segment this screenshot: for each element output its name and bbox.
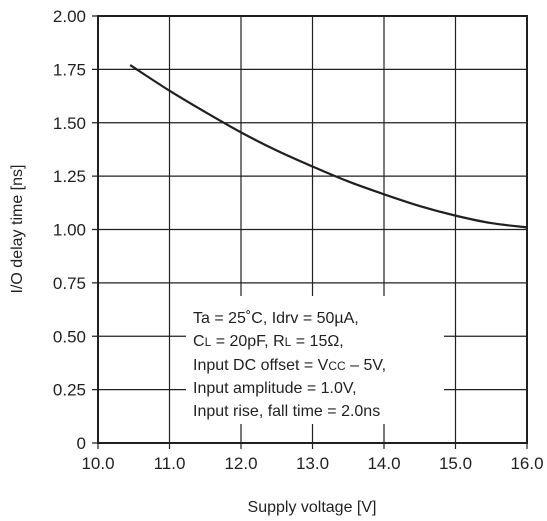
grid-lines [92, 15, 528, 449]
x-tick-label: 11.0 [154, 454, 186, 473]
y-tick-label: 1.00 [53, 221, 86, 240]
x-tick-label: 10.0 [81, 454, 114, 473]
cond-line-5: Input rise, fall time = 2.0ns [193, 403, 380, 420]
x-axis-label: Supply voltage [V] [248, 499, 377, 516]
x-tick-label: 15.0 [439, 454, 472, 473]
y-tick-label: 2.00 [53, 7, 86, 26]
plot-frame [97, 15, 528, 444]
y-axis-label: I/O delay time [ns] [9, 165, 26, 294]
cond-line-1: Ta = 25˚C, Idrv = 50µA, [193, 310, 359, 327]
conditions-text: Ta = 25˚C, Idrv = 50µA, CL = 20pF, RL = … [193, 310, 386, 420]
y-tick-labels: 0 0.25 0.50 0.75 1.00 1.25 1.50 1.75 2.00 [53, 7, 86, 453]
delay-curve [129, 64, 528, 229]
y-tick-label: 0 [77, 434, 86, 453]
y-tick-label: 1.25 [53, 167, 86, 186]
y-tick-label: 1.75 [53, 60, 86, 79]
cond-line-4: Input amplitude = 1.0V, [193, 380, 357, 397]
x-tick-label: 12.0 [224, 454, 257, 473]
y-tick-label: 1.50 [53, 114, 86, 133]
cond-line-2: CL = 20pF, RL = 15Ω, [193, 333, 344, 350]
x-tick-label: 16.0 [510, 454, 543, 473]
y-tick-label: 0.75 [53, 274, 86, 293]
x-tick-label: 14.0 [367, 454, 400, 473]
y-tick-label: 0.50 [53, 327, 86, 346]
y-tick-label: 0.25 [53, 381, 86, 400]
cond-line-3: Input DC offset = VCC – 5V, [193, 357, 386, 374]
x-tick-labels: 10.0 11.0 12.0 13.0 14.0 15.0 16.0 [81, 454, 543, 473]
x-tick-label: 13.0 [296, 454, 329, 473]
conditions-box [186, 296, 444, 424]
